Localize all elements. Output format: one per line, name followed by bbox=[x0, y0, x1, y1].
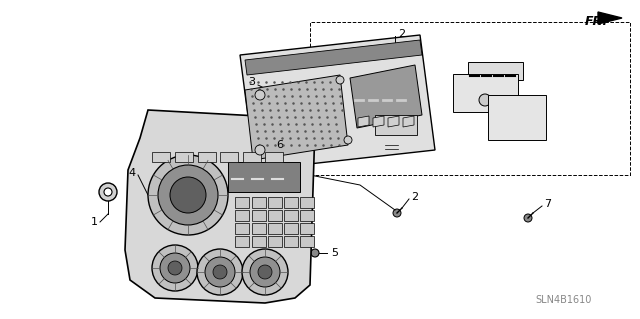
Circle shape bbox=[479, 94, 491, 106]
Circle shape bbox=[168, 261, 182, 275]
Circle shape bbox=[393, 209, 401, 217]
Circle shape bbox=[336, 76, 344, 84]
Circle shape bbox=[311, 249, 319, 257]
Text: SLN4B1610: SLN4B1610 bbox=[535, 295, 591, 305]
Polygon shape bbox=[403, 116, 414, 127]
Bar bbox=[310, 22, 630, 175]
Circle shape bbox=[213, 265, 227, 279]
Text: 3: 3 bbox=[248, 77, 255, 87]
FancyBboxPatch shape bbox=[252, 222, 266, 234]
Circle shape bbox=[250, 257, 280, 287]
Polygon shape bbox=[240, 35, 435, 170]
Bar bbox=[453, 74, 518, 112]
FancyBboxPatch shape bbox=[234, 222, 248, 234]
Text: 6: 6 bbox=[276, 140, 283, 150]
FancyBboxPatch shape bbox=[268, 222, 282, 234]
FancyBboxPatch shape bbox=[234, 210, 248, 220]
Text: 4: 4 bbox=[129, 168, 136, 178]
Circle shape bbox=[170, 177, 206, 213]
Circle shape bbox=[160, 253, 190, 283]
Circle shape bbox=[255, 90, 265, 100]
Text: 5: 5 bbox=[331, 248, 338, 258]
Circle shape bbox=[99, 183, 117, 201]
Bar bbox=[152, 152, 170, 162]
Bar bbox=[228, 162, 300, 192]
Text: 7: 7 bbox=[544, 199, 551, 209]
FancyBboxPatch shape bbox=[268, 235, 282, 247]
FancyBboxPatch shape bbox=[300, 222, 314, 234]
Circle shape bbox=[152, 245, 198, 291]
FancyBboxPatch shape bbox=[234, 235, 248, 247]
Text: 2: 2 bbox=[411, 192, 418, 202]
Circle shape bbox=[148, 155, 228, 235]
Bar bbox=[175, 152, 193, 162]
FancyBboxPatch shape bbox=[252, 210, 266, 220]
FancyBboxPatch shape bbox=[300, 235, 314, 247]
FancyBboxPatch shape bbox=[284, 210, 298, 220]
Polygon shape bbox=[245, 75, 348, 160]
Polygon shape bbox=[125, 108, 315, 303]
Polygon shape bbox=[350, 65, 422, 128]
Circle shape bbox=[254, 141, 262, 149]
FancyBboxPatch shape bbox=[300, 197, 314, 207]
FancyBboxPatch shape bbox=[268, 197, 282, 207]
Circle shape bbox=[258, 265, 272, 279]
Circle shape bbox=[255, 145, 265, 155]
Bar bbox=[198, 152, 216, 162]
FancyBboxPatch shape bbox=[284, 197, 298, 207]
FancyBboxPatch shape bbox=[268, 210, 282, 220]
Text: FR.: FR. bbox=[585, 15, 608, 28]
Polygon shape bbox=[388, 116, 399, 127]
Circle shape bbox=[104, 188, 112, 196]
FancyBboxPatch shape bbox=[234, 197, 248, 207]
Bar bbox=[488, 95, 546, 140]
Text: 2: 2 bbox=[398, 29, 405, 39]
Bar bbox=[375, 115, 417, 135]
Polygon shape bbox=[358, 116, 369, 127]
Bar bbox=[243, 152, 261, 162]
FancyBboxPatch shape bbox=[284, 235, 298, 247]
Bar bbox=[468, 62, 523, 80]
Bar bbox=[220, 152, 238, 162]
FancyBboxPatch shape bbox=[300, 210, 314, 220]
FancyBboxPatch shape bbox=[252, 235, 266, 247]
FancyBboxPatch shape bbox=[252, 197, 266, 207]
Circle shape bbox=[391, 48, 399, 56]
Circle shape bbox=[242, 249, 288, 295]
Bar bbox=[265, 152, 283, 162]
Polygon shape bbox=[373, 116, 384, 127]
Circle shape bbox=[344, 136, 352, 144]
Polygon shape bbox=[245, 40, 422, 75]
Polygon shape bbox=[598, 12, 622, 24]
FancyBboxPatch shape bbox=[284, 222, 298, 234]
Text: 1: 1 bbox=[91, 217, 98, 227]
Circle shape bbox=[158, 165, 218, 225]
Circle shape bbox=[205, 257, 235, 287]
Circle shape bbox=[197, 249, 243, 295]
Circle shape bbox=[524, 214, 532, 222]
